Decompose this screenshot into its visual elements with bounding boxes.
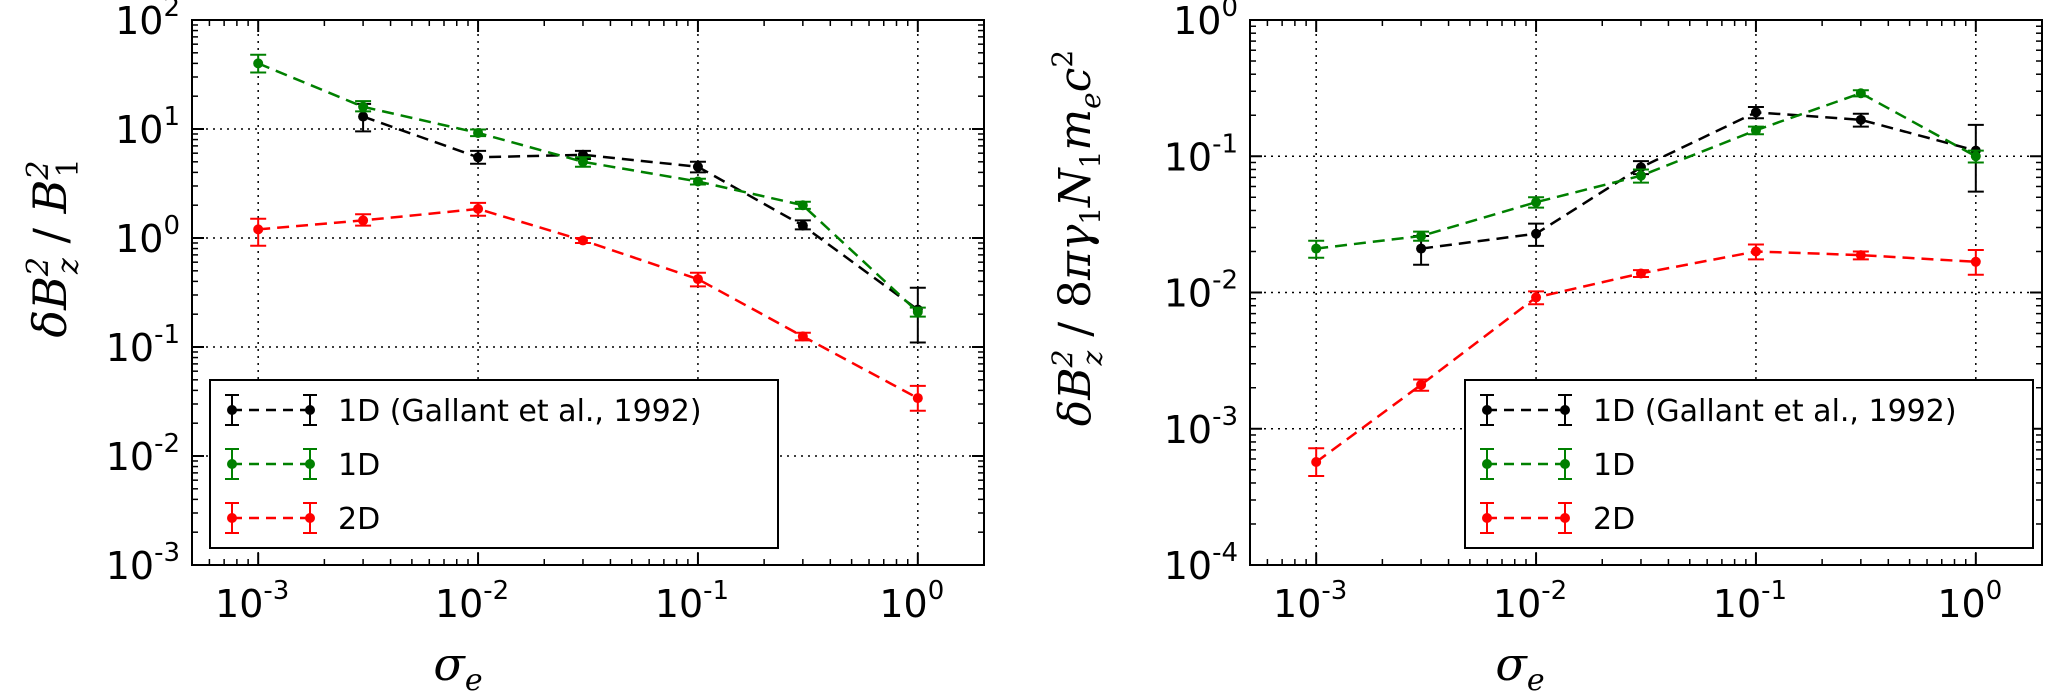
right-series-2 xyxy=(1308,243,1984,477)
right-series xyxy=(1308,88,1984,477)
right-point-2-0 xyxy=(1311,457,1322,468)
left-legend-label-2: 2D xyxy=(338,502,380,537)
right-y-tick-label-4: 100 xyxy=(1173,0,1238,43)
right-x-tick-label-1: 10-2 xyxy=(1493,576,1567,626)
right-point-0-3 xyxy=(1750,107,1761,118)
left-y-axis-label: δB2z / B21 xyxy=(21,158,86,337)
right-legend-swatch-2 xyxy=(1480,502,1572,534)
left-series-0 xyxy=(355,102,926,344)
left-point-2-4 xyxy=(692,274,703,285)
left-point-1-1 xyxy=(358,101,369,112)
left-legend-label-1: 1D xyxy=(338,448,380,483)
right-x-axis-label: σe xyxy=(1495,637,1544,691)
left-point-1-0 xyxy=(253,58,264,69)
right-point-1-5 xyxy=(1855,88,1866,99)
right-point-0-4 xyxy=(1855,114,1866,125)
right-y-tick-label-3: 10-1 xyxy=(1164,129,1238,179)
right-series-1 xyxy=(1308,88,1984,259)
right-legend-label-0: 1D (Gallant et al., 1992) xyxy=(1593,394,1957,429)
right-y-ticks: 10-4 10-3 10-2 10-1 100 xyxy=(1164,0,2042,588)
left-x-tick-label-2: 10-1 xyxy=(655,576,729,626)
left-legend: 1D (Gallant et al., 1992) 1D 2D xyxy=(209,379,779,549)
left-point-0-1 xyxy=(473,152,484,163)
right-y-tick-label-2: 10-2 xyxy=(1164,266,1238,316)
right-point-1-3 xyxy=(1635,170,1646,181)
right-point-1-2 xyxy=(1531,197,1542,208)
left-y-tick-label-4: 101 xyxy=(115,102,180,152)
left-point-1-5 xyxy=(797,200,808,211)
left-legend-swatch-1 xyxy=(225,448,317,480)
right-point-1-1 xyxy=(1416,230,1427,241)
right-legend-label-2: 2D xyxy=(1593,502,1635,537)
right-legend: 1D (Gallant et al., 1992) 1D 2D xyxy=(1464,379,2034,549)
right-y-tick-label-1: 10-3 xyxy=(1164,402,1238,452)
left-y-ticks: 10-3 10-2 10-1 100 101 102 xyxy=(106,0,984,588)
left-y-tick-label-3: 100 xyxy=(115,211,180,261)
right-legend-swatch-0 xyxy=(1480,394,1572,426)
left-point-1-6 xyxy=(912,306,923,317)
right-point-0-1 xyxy=(1531,228,1542,239)
left-series-line-0 xyxy=(362,115,919,311)
right-point-2-1 xyxy=(1416,379,1427,390)
left-x-tick-label-3: 100 xyxy=(879,576,944,626)
left-x-ticks: 10-3 10-2 10-1 100 xyxy=(191,20,985,626)
right-point-2-3 xyxy=(1635,268,1646,279)
left-legend-swatch-0 xyxy=(225,394,317,426)
left-legend-label-0: 1D (Gallant et al., 1992) xyxy=(338,394,702,429)
right-point-2-2 xyxy=(1531,292,1542,303)
left-point-2-5 xyxy=(797,331,808,342)
left-point-2-2 xyxy=(473,203,484,214)
right-y-tick-label-0: 10-4 xyxy=(1164,538,1238,588)
right-x-tick-label-0: 10-3 xyxy=(1273,576,1347,626)
right-point-1-6 xyxy=(1970,151,1981,162)
left-point-2-1 xyxy=(358,215,369,226)
right-series-line-1 xyxy=(1316,91,1977,250)
right-point-0-0 xyxy=(1416,243,1427,254)
right-point-2-5 xyxy=(1855,250,1866,261)
left-series xyxy=(250,53,926,412)
left-point-1-3 xyxy=(577,156,588,167)
right-x-tick-label-3: 100 xyxy=(1937,576,2002,626)
left-series-2 xyxy=(250,201,926,412)
left-x-tick-label-1: 10-2 xyxy=(435,576,509,626)
right-x-ticks: 10-3 10-2 10-1 100 xyxy=(1249,20,2043,626)
left-legend-swatch-2 xyxy=(225,502,317,534)
left-x-tick-label-0: 10-3 xyxy=(215,576,289,626)
right-series-0 xyxy=(1413,105,1984,266)
right-point-2-4 xyxy=(1750,246,1761,257)
left-series-1 xyxy=(250,53,926,318)
right-series-line-0 xyxy=(1420,111,1977,250)
left-x-axis-label: σe xyxy=(433,637,482,691)
right-chart: 10-3 10-2 10-1 100 10-4 10-3 10-2 10-1 100 1D (… xyxy=(1046,0,2043,691)
left-chart: 10-3 10-2 10-1 100 10-3 10-2 10-1 100 101 102 1D… xyxy=(21,0,985,691)
left-point-1-2 xyxy=(473,127,484,138)
left-point-0-3 xyxy=(692,161,703,172)
right-x-tick-label-2: 10-1 xyxy=(1713,576,1787,626)
left-point-2-0 xyxy=(253,224,264,235)
right-point-1-4 xyxy=(1750,125,1761,136)
left-point-0-0 xyxy=(358,111,369,122)
left-point-0-4 xyxy=(797,220,808,231)
left-y-tick-label-0: 10-3 xyxy=(106,538,180,588)
right-point-1-0 xyxy=(1311,243,1322,254)
right-y-axis-label: δB2z / 8πγ1N1mec2 xyxy=(1046,50,1109,426)
left-y-tick-label-1: 10-2 xyxy=(106,429,180,479)
left-point-2-6 xyxy=(912,393,923,404)
left-plot-frame xyxy=(191,19,985,566)
left-y-tick-label-5: 102 xyxy=(115,0,180,43)
left-y-tick-label-2: 10-1 xyxy=(106,320,180,370)
right-legend-swatch-1 xyxy=(1480,448,1572,480)
left-point-1-4 xyxy=(692,176,703,187)
right-legend-label-1: 1D xyxy=(1593,448,1635,483)
left-point-2-3 xyxy=(577,235,588,246)
right-point-2-6 xyxy=(1970,256,1981,267)
